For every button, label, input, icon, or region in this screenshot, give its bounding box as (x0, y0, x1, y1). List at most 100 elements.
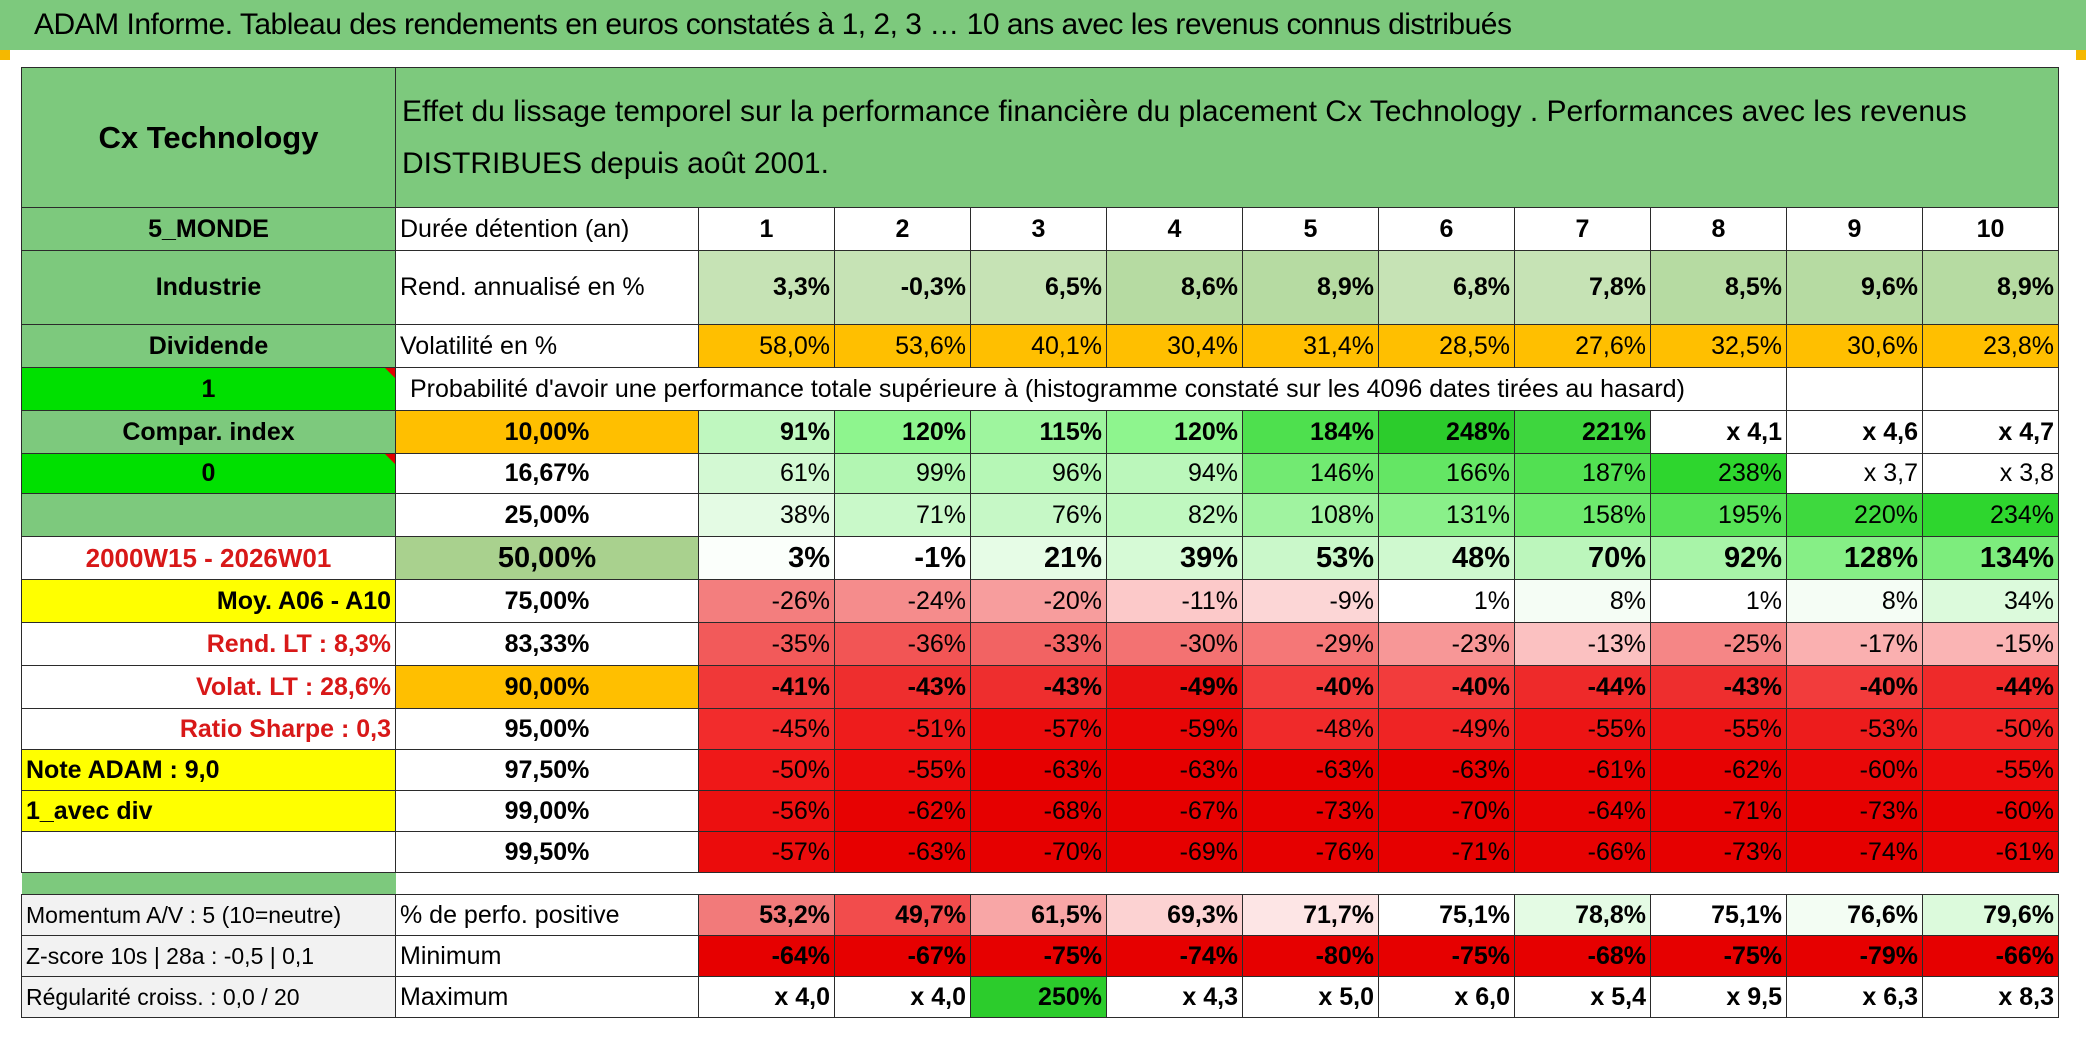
quantile-cell: -43% (834, 665, 971, 709)
volatility-cell: 40,1% (970, 324, 1107, 368)
empty-cell (1922, 367, 2059, 411)
year-4-header: 4 (1106, 207, 1243, 251)
quantile-cell: -44% (1922, 665, 2059, 709)
summary-row: Momentum A/V : 5 (10=neutre)% de perfo. … (21, 894, 2059, 936)
minimum-cell: -66% (1922, 935, 2059, 977)
maximum-cell: x 4,0 (698, 976, 835, 1018)
annualized-return-cell: 9,6% (1786, 250, 1923, 325)
annualized-return-label: Rend. annualisé en % (395, 250, 699, 325)
quantile-cell: -62% (1650, 749, 1787, 791)
quantile-cell: 8% (1514, 579, 1651, 623)
volatility-cell: 27,6% (1514, 324, 1651, 368)
empty-cell (1786, 367, 1923, 411)
duration-label: Durée détention (an) (395, 207, 699, 251)
quantile-cell: -55% (834, 749, 971, 791)
quantile-cell: x 3,8 (1922, 453, 2059, 494)
quantile-cell: -43% (970, 665, 1107, 709)
quantile-percent: 99,50% (395, 831, 699, 873)
sector-label: Industrie (21, 250, 396, 325)
quantile-percent: 97,50% (395, 749, 699, 791)
minimum-cell: -80% (1242, 935, 1379, 977)
quantile-row: 0 16,67% 61% 99% 96% 94% 146% 166% 187% 238% x 3,7… (21, 453, 2059, 494)
summary-row: Z-score 10s | 28a : -0,5 | 0,1 Minimum -64… (21, 935, 2059, 977)
quantile-cell: -23% (1378, 622, 1515, 666)
quantile-cell: 134% (1922, 536, 2059, 580)
quantile-cell: -76% (1242, 831, 1379, 873)
quantile-cell: 220% (1786, 493, 1923, 537)
quantile-row: Compar. index 10,00% 91% 120% 115% 120% 184% 24… (21, 410, 2059, 454)
quantile-cell: -29% (1242, 622, 1379, 666)
quantile-cell: 91% (698, 410, 835, 454)
positive-perf-cell: 75,1% (1650, 894, 1787, 936)
volatility-cell: 30,4% (1106, 324, 1243, 368)
title-bar: ADAM Informe. Tableau des rendements en … (0, 0, 2086, 52)
quantile-cell: 1% (1378, 579, 1515, 623)
quantile-cell: -1% (834, 536, 971, 580)
positive-perf-cell: 53,2% (698, 894, 835, 936)
year-2-header: 2 (834, 207, 971, 251)
annualized-return-cell: 8,9% (1242, 250, 1379, 325)
positive-perf-cell: 61,5% (970, 894, 1107, 936)
average-label: Moy. A06 - A10 (21, 579, 396, 623)
quantile-row: Ratio Sharpe : 0,3 95,00% -45% -51% -57% -59%… (21, 708, 2059, 750)
quantile-cell: -66% (1514, 831, 1651, 873)
year-8-header: 8 (1650, 207, 1787, 251)
quantile-cell: 131% (1378, 493, 1515, 537)
year-3-header: 3 (970, 207, 1107, 251)
volatility-cell: 30,6% (1786, 324, 1923, 368)
quantile-cell: -69% (1106, 831, 1243, 873)
flag-1-cell: 1 (21, 367, 396, 411)
quantile-cell: 184% (1242, 410, 1379, 454)
empty-sidebar-cell (21, 493, 396, 537)
spacer-row (21, 872, 2059, 895)
minimum-cell: -74% (1106, 935, 1243, 977)
annualized-return-cell: 6,5% (970, 250, 1107, 325)
probability-header-row: 1 Probabilité d'avoir une performance to… (21, 367, 2059, 411)
quantile-percent: 83,33% (395, 622, 699, 666)
quantile-cell: -73% (1650, 831, 1787, 873)
quantile-cell: -35% (698, 622, 835, 666)
quantile-cell: -71% (1378, 831, 1515, 873)
maximum-label: Maximum (395, 976, 699, 1018)
quantile-cell: -63% (1242, 749, 1379, 791)
quantile-cell: 39% (1106, 536, 1243, 580)
quantile-cell: x 4,6 (1786, 410, 1923, 454)
spacer-cell (395, 872, 2059, 895)
long-term-return: Rend. LT : 8,3% (21, 622, 396, 666)
positive-perf-cell: 76,6% (1786, 894, 1923, 936)
adam-note: Note ADAM : 9,0 (21, 749, 396, 791)
sharpe-ratio: Ratio Sharpe : 0,3 (21, 708, 396, 750)
year-6-header: 6 (1378, 207, 1515, 251)
quantile-cell: 115% (970, 410, 1107, 454)
year-5-header: 5 (1242, 207, 1379, 251)
quantile-cell: 234% (1922, 493, 2059, 537)
quantile-cell: 238% (1650, 453, 1787, 494)
quantile-cell: 71% (834, 493, 971, 537)
quantile-cell: -60% (1922, 790, 2059, 832)
positive-perf-label: % de perfo. positive (395, 894, 699, 936)
quantile-cell: -30% (1106, 622, 1243, 666)
maximum-cell: 250% (970, 976, 1107, 1018)
quantile-cell: -17% (1786, 622, 1923, 666)
annualized-return-row: Industrie Rend. annualisé en % 3,3% -0,3… (21, 250, 2059, 325)
quantile-cell: 195% (1650, 493, 1787, 537)
variant-label: 1_avec div (21, 790, 396, 832)
quantile-cell: 108% (1242, 493, 1379, 537)
quantile-cell: -71% (1650, 790, 1787, 832)
annualized-return-cell: 8,6% (1106, 250, 1243, 325)
quantile-cell: 94% (1106, 453, 1243, 494)
probability-header: Probabilité d'avoir une performance tota… (395, 367, 1787, 411)
performance-table: Cx Technology Effet du lissage temporel … (21, 67, 2059, 1018)
quantile-cell: 158% (1514, 493, 1651, 537)
regularity-label: Régularité croiss. : 0,0 / 20 (21, 976, 396, 1018)
quantile-cell: -33% (970, 622, 1107, 666)
quantile-cell: -73% (1242, 790, 1379, 832)
quantile-cell: -63% (1106, 749, 1243, 791)
long-term-volatility: Volat. LT : 28,6% (21, 665, 396, 709)
quantile-cell: -13% (1514, 622, 1651, 666)
zscore-label: Z-score 10s | 28a : -0,5 | 0,1 (21, 935, 396, 977)
maximum-cell: x 4,3 (1106, 976, 1243, 1018)
quantile-cell: x 3,7 (1786, 453, 1923, 494)
volatility-cell: 53,6% (834, 324, 971, 368)
quantile-cell: x 4,1 (1650, 410, 1787, 454)
